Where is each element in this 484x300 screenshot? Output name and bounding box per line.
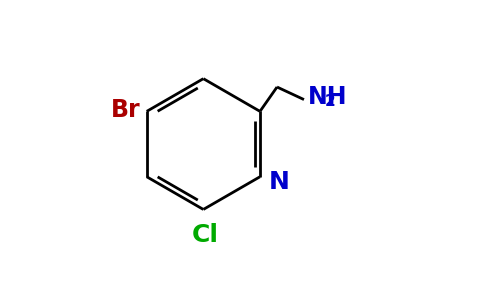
Text: 2: 2 [325, 94, 335, 109]
Text: N: N [268, 170, 289, 194]
Text: NH: NH [307, 85, 347, 109]
Text: Cl: Cl [191, 223, 218, 247]
Text: Br: Br [110, 98, 140, 122]
